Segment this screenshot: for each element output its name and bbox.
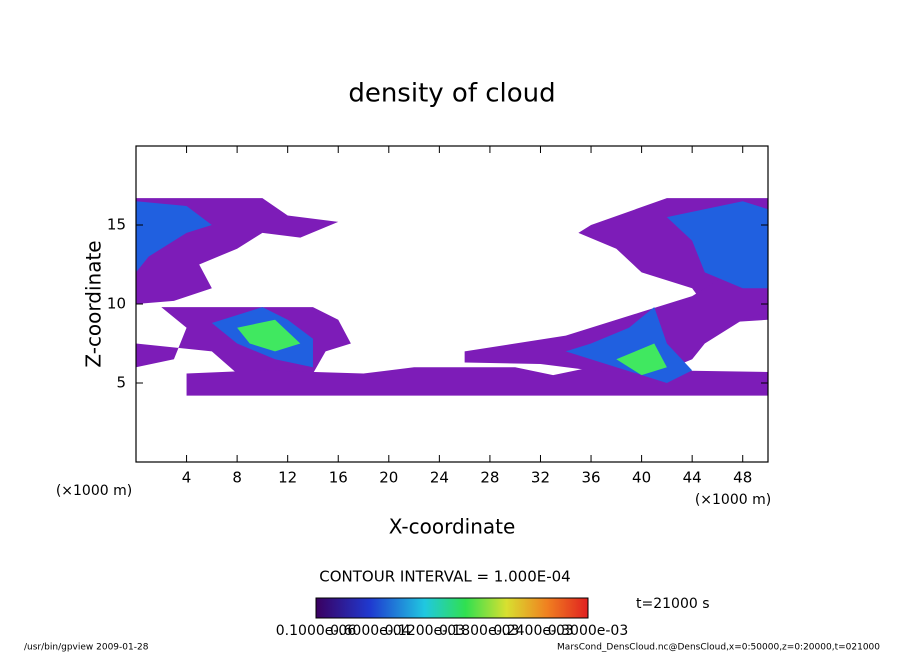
- contour-fill: [616, 343, 667, 376]
- x-tick-label: 36: [581, 469, 600, 487]
- x-tick-label: 32: [531, 469, 550, 487]
- x-tick-label: 16: [329, 469, 348, 487]
- y-tick-label: 10: [107, 295, 126, 313]
- footer-left: /usr/bin/gpview 2009-01-28: [24, 643, 149, 653]
- contour-fill: [237, 319, 301, 352]
- colorbar-label: 0.3000e-03: [548, 623, 628, 639]
- x-unit: (×1000 m): [695, 492, 771, 508]
- colorbar-label: 0.6000e-04: [330, 623, 411, 639]
- colorbar-label: 0.1000e-06: [276, 623, 357, 639]
- contour-interval: CONTOUR INTERVAL = 1.000E-04: [319, 568, 570, 586]
- y-tick-label: 5: [116, 374, 126, 392]
- x-tick-label: 48: [733, 469, 752, 487]
- x-tick-label: 8: [232, 469, 242, 487]
- field: [136, 198, 768, 396]
- contour-fill: [464, 264, 768, 376]
- x-tick-label: 12: [278, 469, 297, 487]
- contour-fill: [666, 201, 768, 289]
- y-unit: (×1000 m): [56, 483, 132, 499]
- colorbar: [315, 597, 589, 619]
- footer-right: MarsCond_DensCloud.nc@DensCloud,x=0:5000…: [557, 643, 880, 653]
- contour-fill: [136, 201, 212, 273]
- time-label: t=21000 s: [636, 596, 710, 612]
- colorbar-label: 0.1200e-03: [385, 623, 465, 639]
- colorbar-label: 0.1800e-03: [439, 623, 519, 639]
- x-tick-label: 40: [632, 469, 651, 487]
- x-tick-label: 28: [480, 469, 499, 487]
- y-tick-label: 15: [107, 216, 126, 234]
- y-axis-label: Z-coordinate: [82, 240, 106, 367]
- colorbar-label: 0.2400e-03: [493, 623, 573, 639]
- x-tick-label: 20: [379, 469, 398, 487]
- chart-title: density of cloud: [348, 79, 555, 109]
- x-tick-label: 44: [683, 469, 702, 487]
- x-tick-label: 24: [430, 469, 449, 487]
- contour-fill: [186, 367, 768, 396]
- x-axis-label: X-coordinate: [389, 515, 516, 539]
- x-tick-label: 4: [182, 469, 192, 487]
